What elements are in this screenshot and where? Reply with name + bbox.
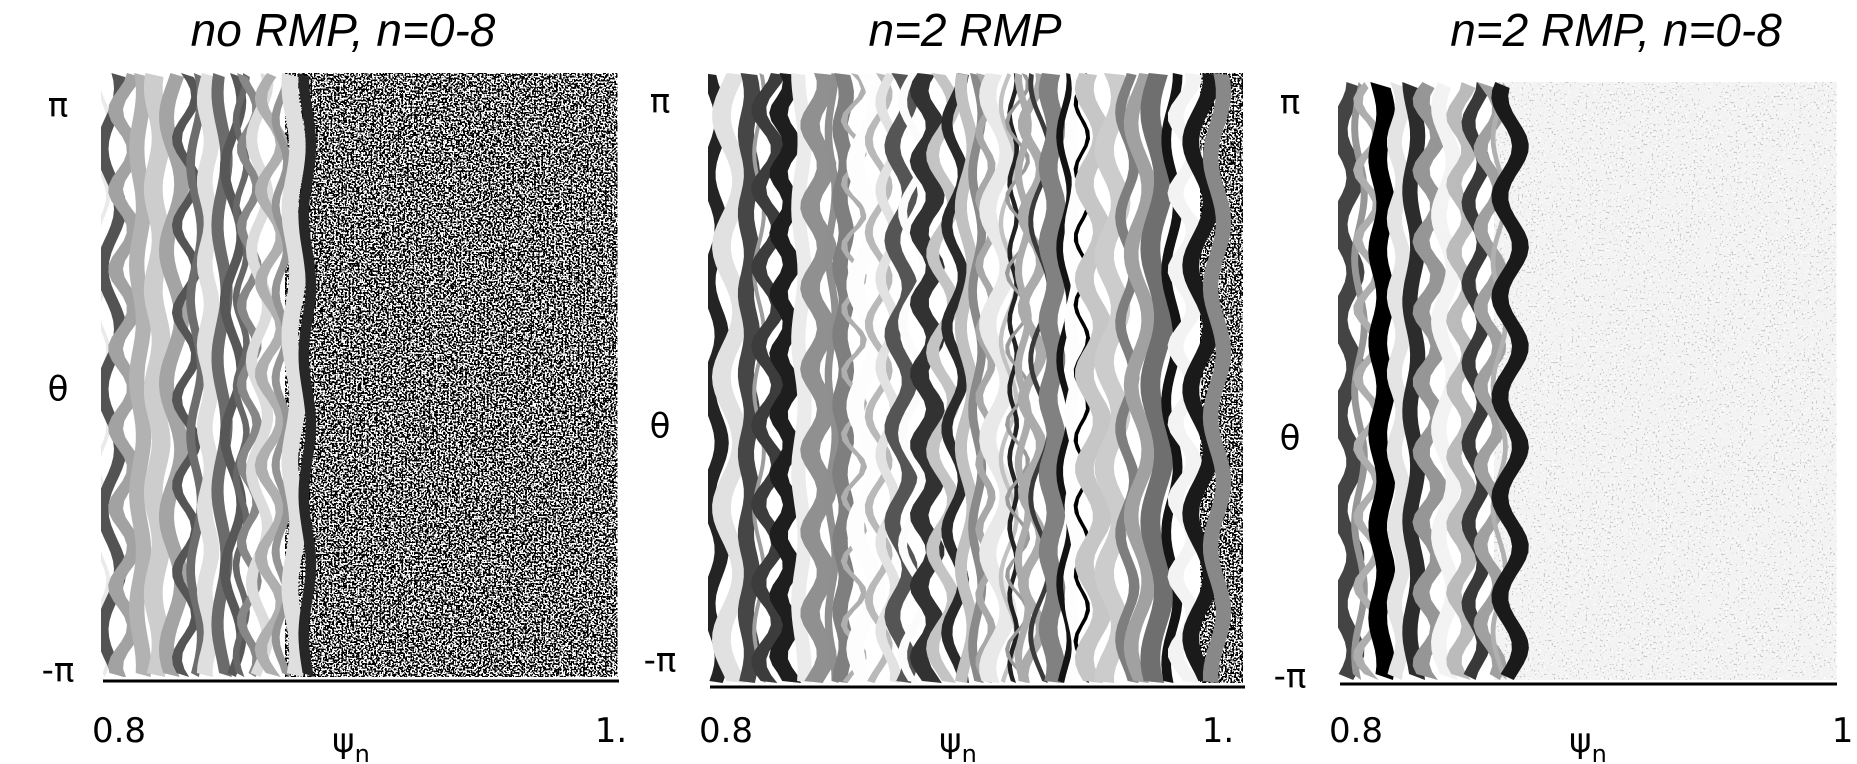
- stripe: [108, 73, 142, 677]
- stripe: [1202, 73, 1232, 683]
- stripe: [1028, 73, 1053, 683]
- panel: no RMP, n=0-8 π θ -π 0.8 1. ψn: [42, 4, 639, 764]
- symbol: ψ: [332, 721, 354, 761]
- stripe: [101, 73, 127, 677]
- stripe: [979, 73, 1017, 683]
- x-label: 0.8: [92, 711, 146, 751]
- stripe: [769, 73, 802, 683]
- stripe: [1007, 73, 1020, 683]
- symbol: ψ: [939, 721, 961, 761]
- x-label: 1.: [1832, 711, 1857, 751]
- y-label: θ: [650, 407, 671, 447]
- stripe: [712, 73, 751, 683]
- stripe: [998, 73, 1019, 683]
- stripe: [129, 73, 152, 677]
- stripe: [1386, 82, 1411, 680]
- panel-title: no RMP, n=0-8: [191, 4, 496, 56]
- y-label: π: [48, 86, 68, 126]
- stripe: [1038, 73, 1066, 683]
- x-label: 0.8: [699, 711, 753, 751]
- stripe: [298, 73, 317, 677]
- stripe: [1140, 73, 1174, 683]
- poincare-plot: [708, 73, 1265, 683]
- panel: n=2 RMP π θ -π 0.8 1. ψn: [644, 4, 1265, 764]
- y-label: π: [650, 82, 670, 122]
- stripe: [1446, 82, 1477, 680]
- poincare-plot: [1338, 82, 1857, 680]
- stripe: [158, 73, 190, 677]
- stripe: [1491, 82, 1529, 680]
- x-label: 0.8: [1329, 711, 1383, 751]
- stripe: [864, 73, 893, 683]
- chaotic-region: [285, 73, 618, 677]
- stripe: [101, 89, 111, 677]
- y-label: -π: [42, 651, 75, 691]
- y-label: -π: [1274, 657, 1307, 697]
- stripe: [941, 73, 969, 683]
- x-axis-label: ψn: [1569, 721, 1607, 764]
- panel: n=2 RMP, n=0-8 π θ -π 0.8 1. ψn: [1274, 4, 1857, 764]
- stripe: [1351, 82, 1368, 680]
- y-label: -π: [644, 641, 677, 681]
- x-axis-label: ψn: [939, 721, 977, 764]
- stripe: [271, 73, 292, 677]
- stripe: [737, 73, 761, 683]
- stripe: [1431, 82, 1462, 680]
- stripe: [968, 73, 987, 683]
- panel-title: n=2 RMP, n=0-8: [1450, 4, 1782, 56]
- x-label: 1.: [1202, 711, 1234, 751]
- stripe: [1338, 82, 1365, 680]
- stripe: [898, 73, 929, 683]
- stripe: [752, 73, 766, 683]
- stripe: [1353, 82, 1383, 680]
- subscript: n: [1592, 740, 1607, 764]
- subscript: n: [355, 740, 370, 764]
- stripe: [1368, 82, 1396, 680]
- poincare-plot: [101, 73, 639, 677]
- panel-title: n=2 RMP: [868, 4, 1061, 56]
- stripe: [211, 73, 233, 677]
- stripe: [1074, 73, 1112, 683]
- stripe: [1073, 73, 1091, 683]
- symbol: ψ: [1569, 721, 1591, 761]
- stripe: [1473, 82, 1507, 680]
- x-label: 1.: [595, 711, 627, 751]
- stripe: [281, 73, 306, 677]
- stripe: [909, 73, 945, 683]
- stripe: [884, 73, 918, 683]
- chaotic-region: [1494, 82, 1837, 680]
- stripe: [1161, 73, 1183, 683]
- stripe: [236, 73, 262, 677]
- stripe: [1182, 73, 1220, 683]
- y-label: π: [1280, 83, 1300, 123]
- stripe: [1412, 82, 1448, 680]
- stripe: [1123, 73, 1157, 683]
- x-axis-label: ψn: [332, 721, 370, 764]
- subscript: n: [962, 740, 977, 764]
- y-label: θ: [48, 370, 69, 410]
- stripe: [1490, 82, 1508, 680]
- stripe: [800, 73, 837, 683]
- stripe: [1115, 73, 1140, 683]
- y-label: θ: [1280, 419, 1301, 459]
- stripe: [846, 73, 886, 683]
- stripe: [1064, 73, 1084, 683]
